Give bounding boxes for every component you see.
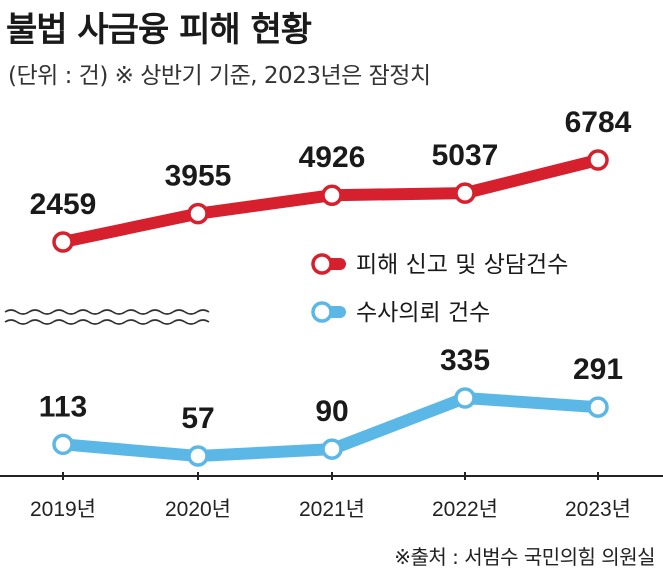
legend-label-series2: 수사의뢰 건수: [356, 300, 490, 326]
x-axis-ticks: 2019년 2020년 2021년 2022년 2023년: [30, 472, 631, 521]
x-tick-label: 2019년: [30, 498, 96, 521]
data-point-series2: [187, 445, 209, 467]
axis-break-mark: [4, 319, 210, 325]
data-label-series1: 5037: [432, 139, 499, 172]
legend-label-series1: 피해 신고 및 상담건수: [356, 252, 568, 278]
data-point-series1: [587, 149, 609, 171]
chart-title: 불법 사금융 피해 현황: [6, 10, 312, 50]
data-label-series2: 90: [315, 395, 348, 428]
data-label-series1: 4926: [299, 141, 366, 174]
data-point-series2: [52, 433, 74, 456]
data-point-series2: [587, 396, 609, 418]
legend-marker-series1: [311, 253, 333, 275]
data-label-series1: 2459: [30, 188, 97, 221]
data-label-series2: 291: [573, 353, 623, 386]
axis-break-mark: [4, 309, 210, 315]
data-point-series1: [321, 184, 343, 206]
chart-subtitle: (단위 : 건) ※ 상반기 기준, 2023년은 잠정치: [8, 63, 431, 89]
series-layer: 2459 3955 4926 5037 6784 113 57 90 335 291: [30, 106, 632, 467]
x-tick-label: 2022년: [432, 498, 498, 521]
data-label-series2: 57: [181, 402, 214, 435]
legend-marker-series2: [311, 301, 333, 323]
data-point-series2: [454, 387, 476, 409]
data-label-series2: 113: [39, 390, 87, 423]
x-tick-label: 2021년: [299, 498, 365, 521]
data-label-series2: 335: [440, 344, 490, 377]
x-tick-label: 2023년: [565, 498, 631, 521]
data-label-series1: 3955: [165, 160, 232, 193]
data-point-series1: [454, 182, 476, 204]
x-tick-label: 2020년: [165, 498, 231, 521]
data-point-series1: [52, 231, 74, 253]
source-note: ※출처 : 서범수 국민의힘 의원실: [394, 545, 655, 569]
data-label-series1: 6784: [565, 106, 632, 139]
legend: 피해 신고 및 상담건수 수사의뢰 건수: [311, 252, 568, 326]
data-point-series1: [187, 202, 209, 225]
data-point-series2: [321, 438, 343, 460]
